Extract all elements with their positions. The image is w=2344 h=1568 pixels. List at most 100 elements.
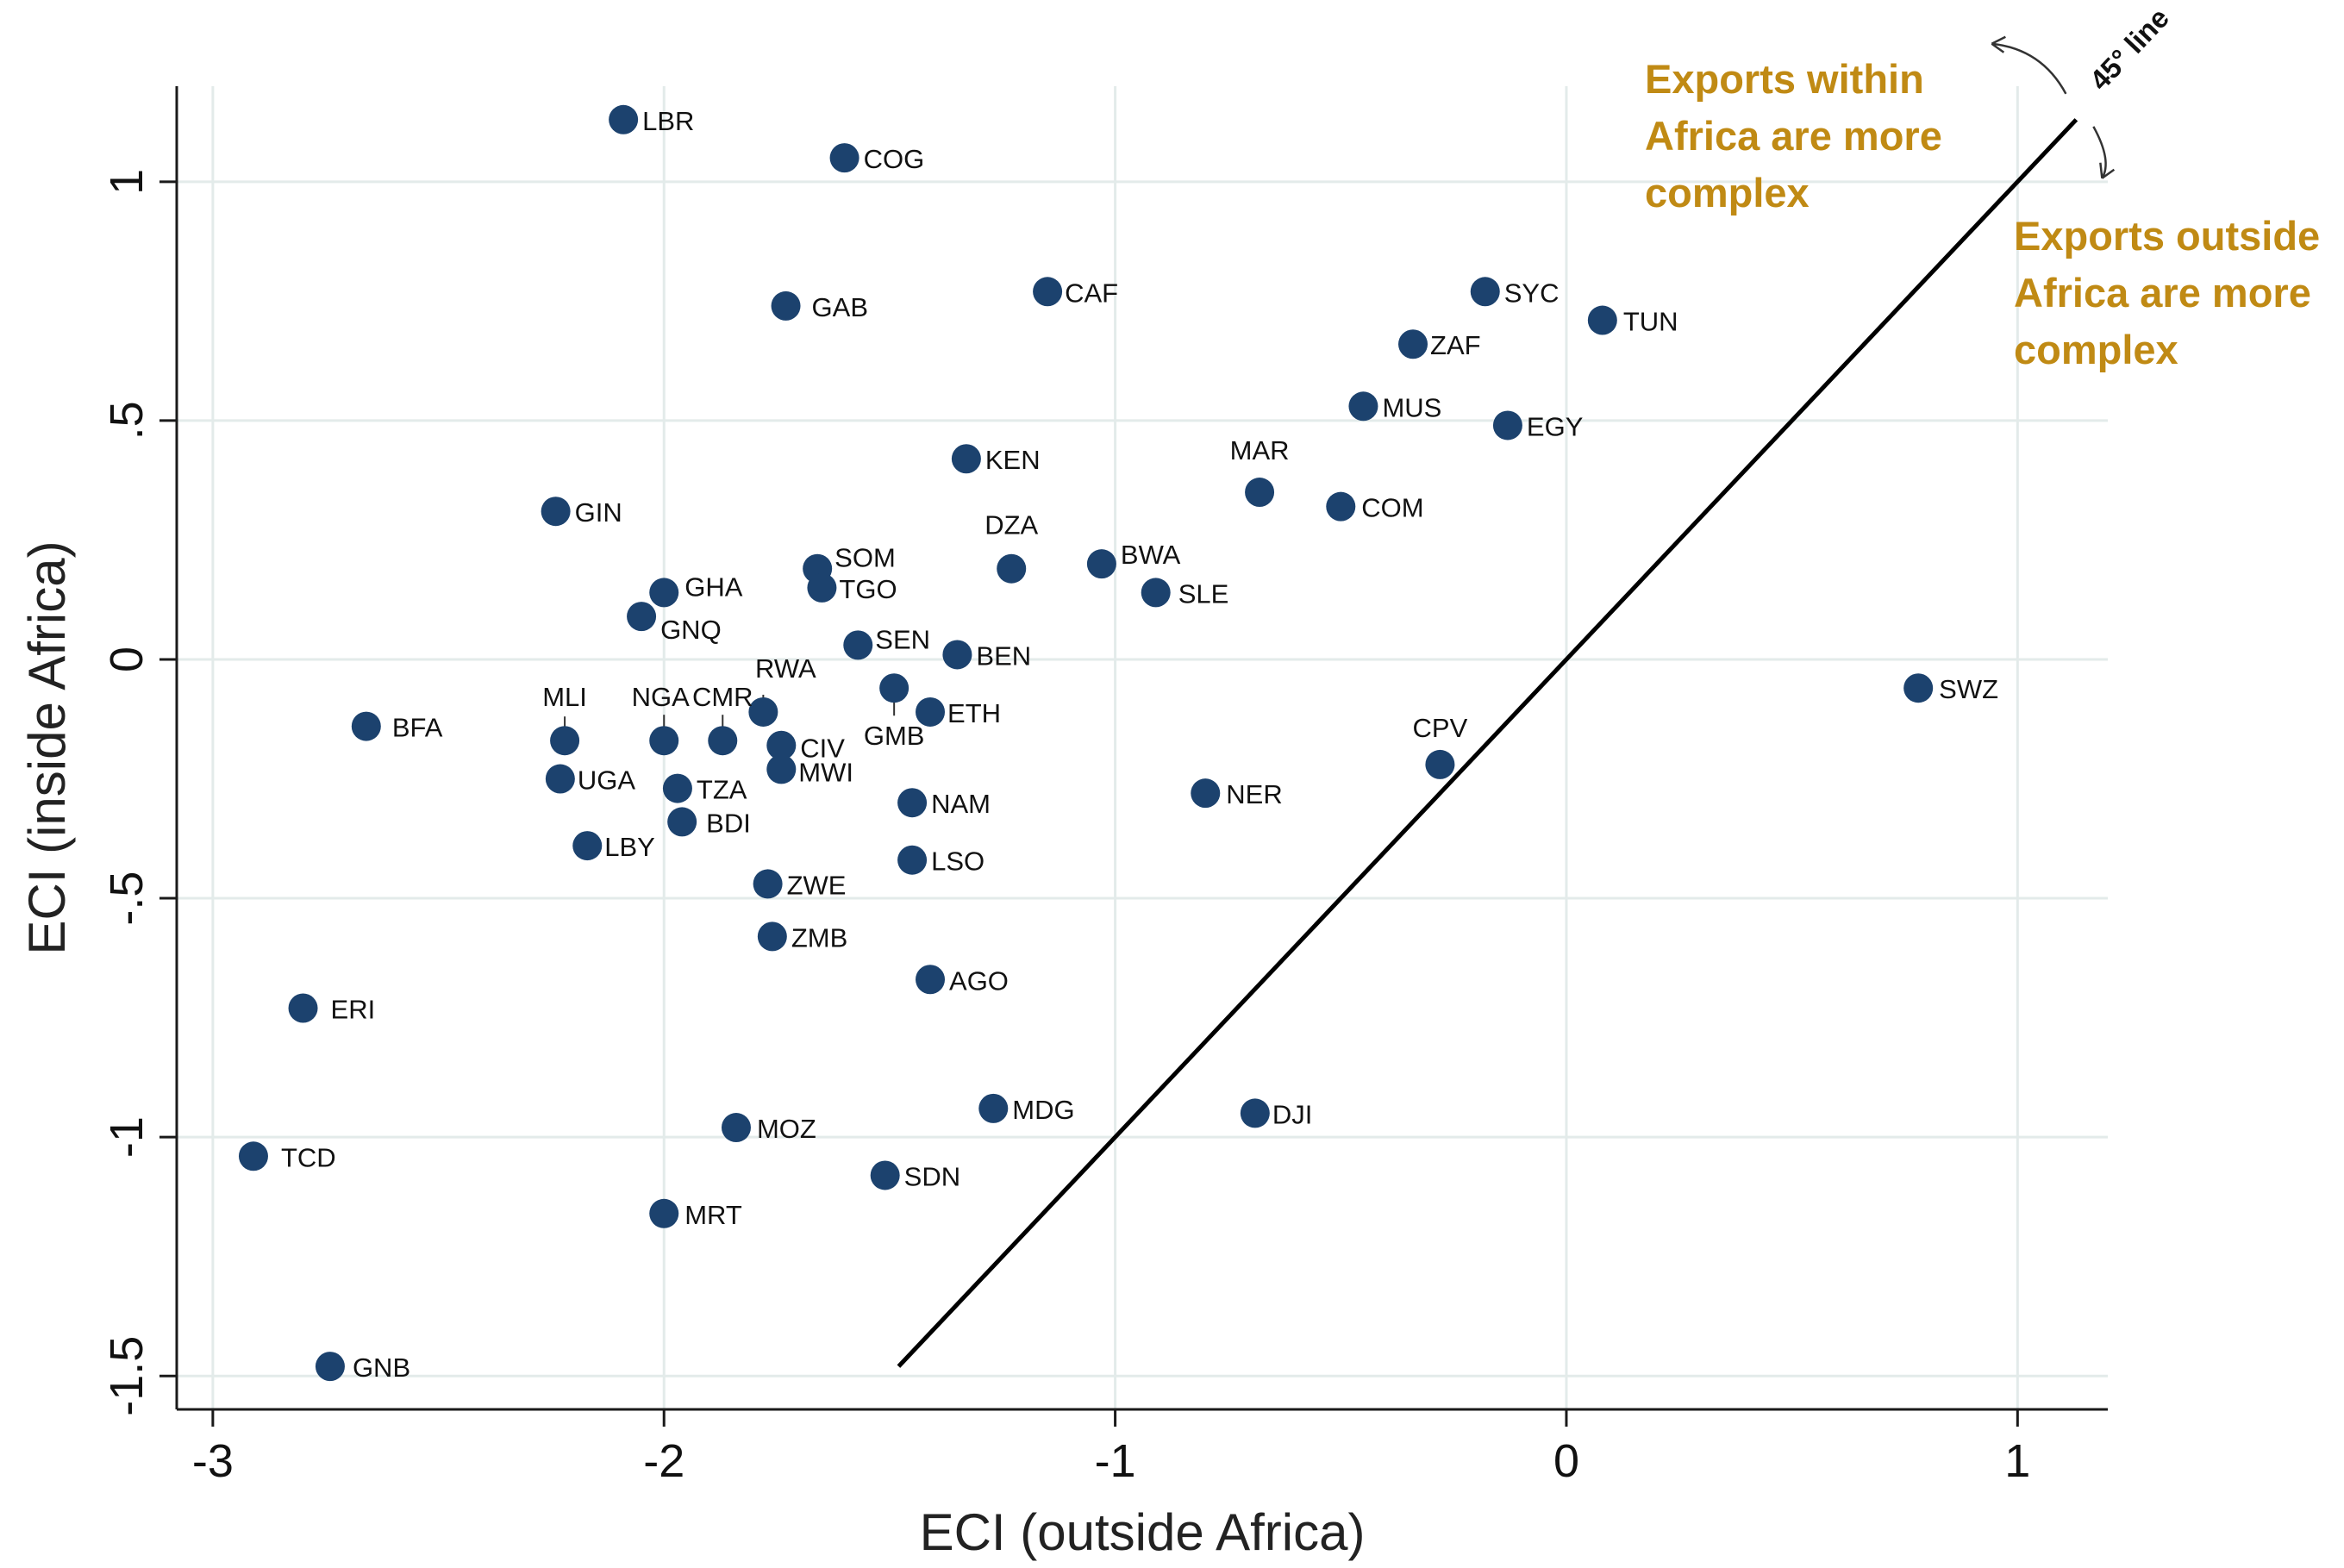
point-uga bbox=[545, 764, 575, 794]
point-label-ben: BEN bbox=[976, 640, 1031, 671]
point-syc bbox=[1470, 277, 1500, 307]
point-swz bbox=[1903, 673, 1934, 703]
y-tick-label: -1 bbox=[101, 1116, 153, 1158]
reference-line-label: 45° line bbox=[2084, 2, 2175, 97]
point-mli bbox=[550, 726, 580, 756]
point-nam bbox=[897, 788, 928, 818]
point-nga bbox=[649, 726, 679, 756]
point-sdn bbox=[870, 1160, 900, 1190]
point-label-rwa: RWA bbox=[755, 653, 816, 684]
point-label-egy: EGY bbox=[1527, 411, 1583, 441]
point-sle bbox=[1141, 578, 1171, 608]
data-points bbox=[238, 104, 1934, 1382]
point-cmr bbox=[708, 726, 738, 756]
point-label-nga: NGA bbox=[632, 682, 691, 712]
point-mrt bbox=[649, 1198, 679, 1228]
y-axis-title: ECI (inside Africa) bbox=[18, 540, 76, 954]
point-label-cmr: CMR bbox=[692, 682, 753, 712]
point-label-tza: TZA bbox=[697, 775, 747, 805]
y-tick-label: -.5 bbox=[101, 871, 153, 926]
point-label-gha: GHA bbox=[684, 572, 743, 602]
point-mus bbox=[1348, 391, 1378, 422]
annotation-outside-africa: Exports outside Africa are more complex bbox=[2014, 213, 2320, 372]
point-label-tcd: TCD bbox=[281, 1142, 336, 1172]
point-label-nam: NAM bbox=[931, 789, 991, 819]
reference-line-45 bbox=[897, 118, 2078, 1368]
point-bwa bbox=[1086, 549, 1116, 579]
point-label-cog: COG bbox=[864, 144, 925, 174]
point-rwa bbox=[748, 697, 778, 727]
point-gnq bbox=[627, 602, 657, 632]
point-zwe bbox=[753, 869, 783, 899]
point-label-mli: MLI bbox=[542, 682, 587, 712]
point-cog bbox=[829, 143, 859, 173]
point-mar bbox=[1245, 478, 1275, 508]
point-label-ner: NER bbox=[1226, 779, 1282, 809]
y-tick-label: 1 bbox=[101, 169, 153, 195]
point-lso bbox=[897, 845, 928, 875]
y-tick-label: .5 bbox=[101, 401, 153, 440]
ticks: -3 -2 -1 0 1 -1.5 -1 -.5 0 .5 1 bbox=[101, 169, 2030, 1487]
point-tgo bbox=[807, 572, 837, 603]
point-ben bbox=[942, 640, 972, 670]
point-caf bbox=[1033, 277, 1063, 307]
point-eth bbox=[916, 697, 946, 727]
point-label-mrt: MRT bbox=[684, 1200, 742, 1230]
point-label-sle: SLE bbox=[1178, 578, 1229, 609]
point-tun bbox=[1587, 305, 1617, 335]
grid bbox=[177, 86, 2108, 1409]
point-label-lbr: LBR bbox=[642, 106, 694, 136]
x-axis-title: ECI (outside Africa) bbox=[920, 1503, 1366, 1561]
point-label-bdi: BDI bbox=[706, 808, 751, 838]
point-label-gnq: GNQ bbox=[660, 615, 722, 645]
point-label-bfa: BFA bbox=[392, 713, 443, 743]
point-label-swz: SWZ bbox=[1939, 674, 1998, 704]
point-label-mwi: MWI bbox=[798, 757, 853, 787]
point-zmb bbox=[757, 921, 787, 952]
point-label-mar: MAR bbox=[1230, 435, 1290, 465]
point-label-moz: MOZ bbox=[757, 1114, 816, 1144]
point-civ bbox=[766, 730, 797, 760]
point-label-bwa: BWA bbox=[1121, 540, 1181, 570]
annotations: Exports within Africa are more complex Expo… bbox=[1645, 56, 2320, 372]
arrow-head-icon bbox=[1991, 35, 2006, 53]
point-bdi bbox=[667, 807, 697, 837]
point-label-eth: ETH bbox=[947, 698, 1001, 728]
point-gab bbox=[771, 290, 801, 321]
point-lby bbox=[572, 831, 603, 861]
point-label-zwe: ZWE bbox=[787, 870, 847, 900]
point-tza bbox=[662, 773, 692, 803]
annotation-within-africa: Exports within Africa are more complex bbox=[1645, 56, 1942, 216]
point-label-gmb: GMB bbox=[864, 721, 925, 751]
point-gmb bbox=[879, 673, 909, 703]
point-ken bbox=[951, 444, 981, 474]
point-egy bbox=[1492, 410, 1522, 440]
point-label-zaf: ZAF bbox=[1430, 330, 1481, 360]
point-label-caf: CAF bbox=[1065, 278, 1118, 308]
point-cpv bbox=[1425, 749, 1455, 779]
point-label-mus: MUS bbox=[1382, 392, 1441, 422]
point-label-com: COM bbox=[1361, 493, 1423, 523]
point-com bbox=[1326, 491, 1356, 522]
x-tick-label: -3 bbox=[192, 1435, 234, 1487]
point-tcd bbox=[238, 1141, 268, 1171]
point-label-ken: KEN bbox=[985, 445, 1041, 475]
point-label-civ: CIV bbox=[800, 734, 845, 764]
point-gin bbox=[541, 497, 571, 527]
point-dza bbox=[997, 553, 1027, 584]
point-label-dji: DJI bbox=[1272, 1099, 1313, 1129]
point-label-gab: GAB bbox=[812, 292, 868, 322]
point-gha bbox=[649, 578, 679, 608]
arrow-up-left-icon bbox=[1991, 42, 2067, 95]
point-bfa bbox=[351, 711, 381, 741]
x-tick-label: -1 bbox=[1095, 1435, 1136, 1487]
point-label-lso: LSO bbox=[931, 846, 984, 877]
data-labels: LBR COG CAF GAB SYC TUN ZAF MUS EGY KEN MAR COM GIN D… bbox=[281, 106, 1998, 1383]
point-ago bbox=[916, 965, 946, 995]
point-mwi bbox=[766, 754, 797, 784]
point-zaf bbox=[1398, 329, 1428, 359]
point-dji bbox=[1240, 1098, 1270, 1128]
point-label-gnb: GNB bbox=[353, 1352, 410, 1383]
